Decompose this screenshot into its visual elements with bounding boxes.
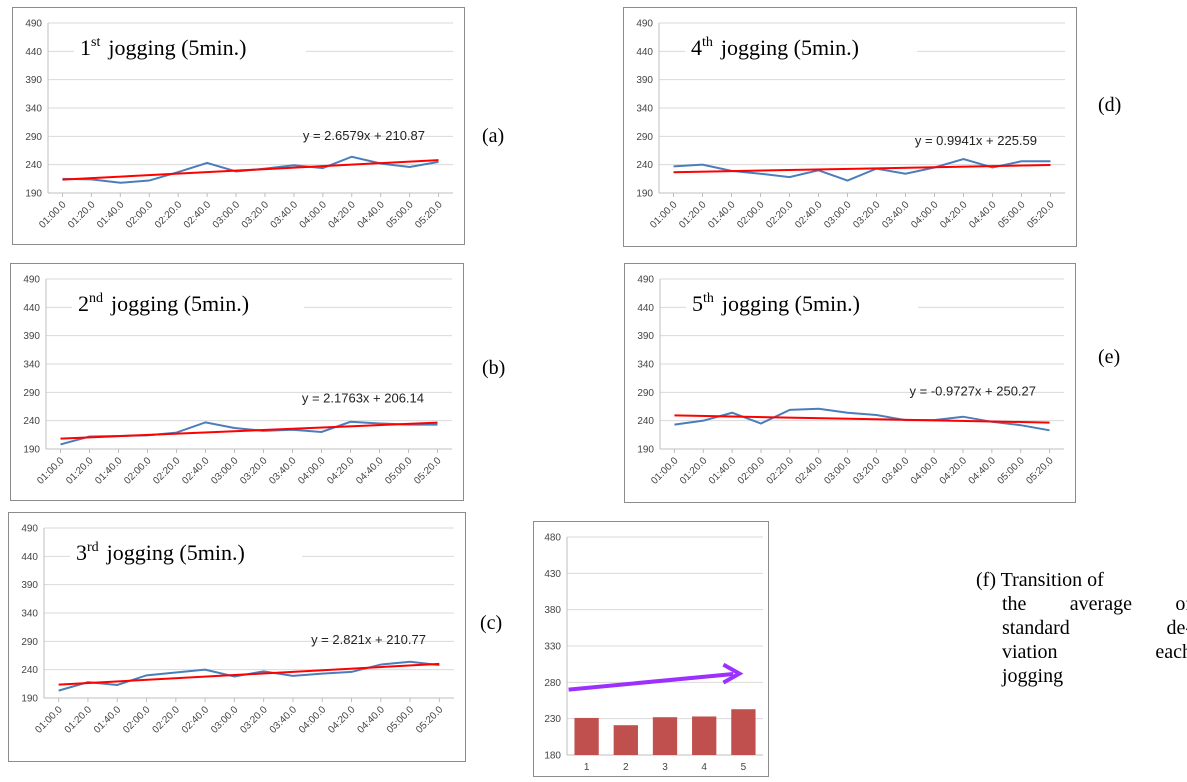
- y-tick-label: 440: [23, 303, 40, 314]
- y-tick-label: 190: [25, 189, 42, 200]
- chart-svg: 19024029034039044049001:00.001:20.001:40…: [12, 7, 465, 245]
- trend-line: [674, 414, 1050, 424]
- y-tick-label: 240: [23, 416, 40, 427]
- y-tick-label: 390: [637, 331, 654, 342]
- title-box: [74, 31, 306, 61]
- y-tick-label: 290: [637, 388, 654, 399]
- chart-panel-f: 180 230 280 330 380 430 480 1 2 3 4 5: [533, 521, 769, 777]
- y-tick-label: 340: [23, 360, 40, 371]
- y-tick-label: 440: [637, 303, 654, 314]
- chart-panel-a: 190 240 290 340 390 440 490 01:00.0 01:20.0 01:40…: [12, 7, 465, 245]
- chart-panel-c: 190 240 290 340 390 440 490 01:00.0 01:20.0 01:40…: [8, 512, 466, 762]
- chart-panel-d: 190 240 290 340 390 440 490 01:00.0 01:20.0 01:40…: [623, 7, 1077, 247]
- y-tick-label: 340: [21, 609, 38, 620]
- y-tick-label: 290: [25, 132, 42, 143]
- bar-chart-svg: 180 230 280 330 380 430 480 1 2 3 4 5: [533, 521, 769, 777]
- y-tick-label: 190: [23, 445, 40, 456]
- y-tick-label: 390: [23, 331, 40, 342]
- trend-line: [58, 662, 440, 686]
- chart-title: 1st jogging (5min.): [80, 35, 246, 60]
- bar: [692, 716, 717, 755]
- y-tick-label: 190: [636, 189, 653, 200]
- caption-line-2: the average of: [1002, 593, 1187, 615]
- bar: [652, 717, 678, 755]
- bar: [574, 717, 599, 755]
- trend-arrow-shaft: [568, 672, 734, 692]
- y-tick-label: 490: [637, 275, 654, 286]
- title-box: [685, 31, 917, 61]
- trend-equation: y = 0.9941x + 225.59: [915, 133, 1037, 148]
- trend-equation: y = 2.6579x + 210.87: [303, 128, 425, 143]
- y-tick-label: 440: [25, 47, 42, 58]
- x-tick-label: 1: [584, 762, 590, 773]
- y-tick-label: 340: [637, 360, 654, 371]
- title-box: [70, 536, 302, 566]
- y-tick-label: 240: [636, 160, 653, 171]
- y-tick-label: 190: [21, 694, 38, 705]
- trend-arrow-head: [722, 662, 744, 685]
- chart-panel-e: 190 240 290 340 390 440 490 01:00.0 01:20.0 01:40…: [624, 263, 1076, 503]
- y-tick-label: 330: [544, 642, 561, 653]
- y-tick-label: 290: [636, 132, 653, 143]
- chart-title: 5th jogging (5min.): [692, 291, 860, 316]
- y-tick-label: 380: [544, 605, 561, 616]
- bar: [613, 725, 638, 755]
- y-tick-label: 240: [21, 665, 38, 676]
- y-tick-label: 390: [21, 580, 38, 591]
- panel-label-d: (d): [1098, 94, 1122, 116]
- chart-svg: 19024029034039044049001:00.001:20.001:40…: [624, 263, 1076, 503]
- y-tick-label: 190: [637, 445, 654, 456]
- caption-line-1: (f) Transition of: [976, 569, 1104, 591]
- trend-line: [60, 421, 438, 440]
- x-tick-label: 3: [662, 762, 668, 773]
- chart-svg: 19024029034039044049001:00.001:20.001:40…: [10, 263, 464, 501]
- trend-line: [673, 163, 1051, 174]
- caption-line-4: viation each: [1002, 641, 1187, 663]
- y-tick-label: 440: [21, 552, 38, 563]
- bar: [731, 709, 756, 755]
- trend-equation: y = 2.821x + 210.77: [311, 632, 426, 647]
- trend-equation: y = -0.9727x + 250.27: [910, 383, 1036, 398]
- y-tick-label: 290: [23, 388, 40, 399]
- y-tick-label: 430: [544, 569, 561, 580]
- y-tick-label: 390: [636, 75, 653, 86]
- chart-title: 3rd jogging (5min.): [76, 540, 245, 565]
- y-tick-label: 280: [544, 678, 561, 689]
- y-tick-label: 340: [25, 104, 42, 115]
- y-tick-label: 230: [544, 714, 561, 725]
- chart-frame: [533, 521, 769, 777]
- title-box: [686, 287, 918, 317]
- title-box: [72, 287, 304, 317]
- x-tick-label: 2: [623, 762, 629, 773]
- panel-label-e: (e): [1098, 346, 1121, 368]
- y-tick-label: 240: [25, 160, 42, 171]
- x-tick-label: 5: [741, 762, 747, 773]
- y-tick-label: 490: [25, 19, 42, 30]
- caption-line-5: jogging: [1002, 665, 1064, 687]
- caption-f: (f) Transition of the average of standar…: [976, 568, 1187, 688]
- y-tick-label: 390: [25, 75, 42, 86]
- chart-title: 4th jogging (5min.): [691, 35, 859, 60]
- trend-equation: y = 2.1763x + 206.14: [302, 391, 424, 406]
- y-tick-label: 490: [23, 275, 40, 286]
- chart-svg: 19024029034039044049001:00.001:20.001:40…: [623, 7, 1077, 247]
- panel-label-c: (c): [480, 612, 503, 634]
- chart-title: 2nd jogging (5min.): [78, 291, 249, 316]
- y-tick-label: 180: [544, 751, 561, 762]
- y-tick-label: 490: [636, 19, 653, 30]
- chart-panel-b: 190 240 290 340 390 440 490 01:00.0 01:20.0 01:40…: [10, 263, 464, 501]
- y-tick-label: 440: [636, 47, 653, 58]
- caption-line-3: standard de-: [1002, 617, 1187, 639]
- y-tick-label: 340: [636, 104, 653, 115]
- panel-label-a: (a): [482, 125, 505, 147]
- trend-line: [62, 159, 439, 181]
- y-tick-label: 480: [544, 533, 561, 544]
- x-tick-label: 4: [701, 762, 707, 773]
- y-tick-label: 490: [21, 524, 38, 535]
- y-tick-label: 240: [637, 416, 654, 427]
- panel-label-b: (b): [482, 357, 506, 379]
- chart-svg: 19024029034039044049001:00.001:20.001:40…: [8, 512, 466, 762]
- y-tick-label: 290: [21, 637, 38, 648]
